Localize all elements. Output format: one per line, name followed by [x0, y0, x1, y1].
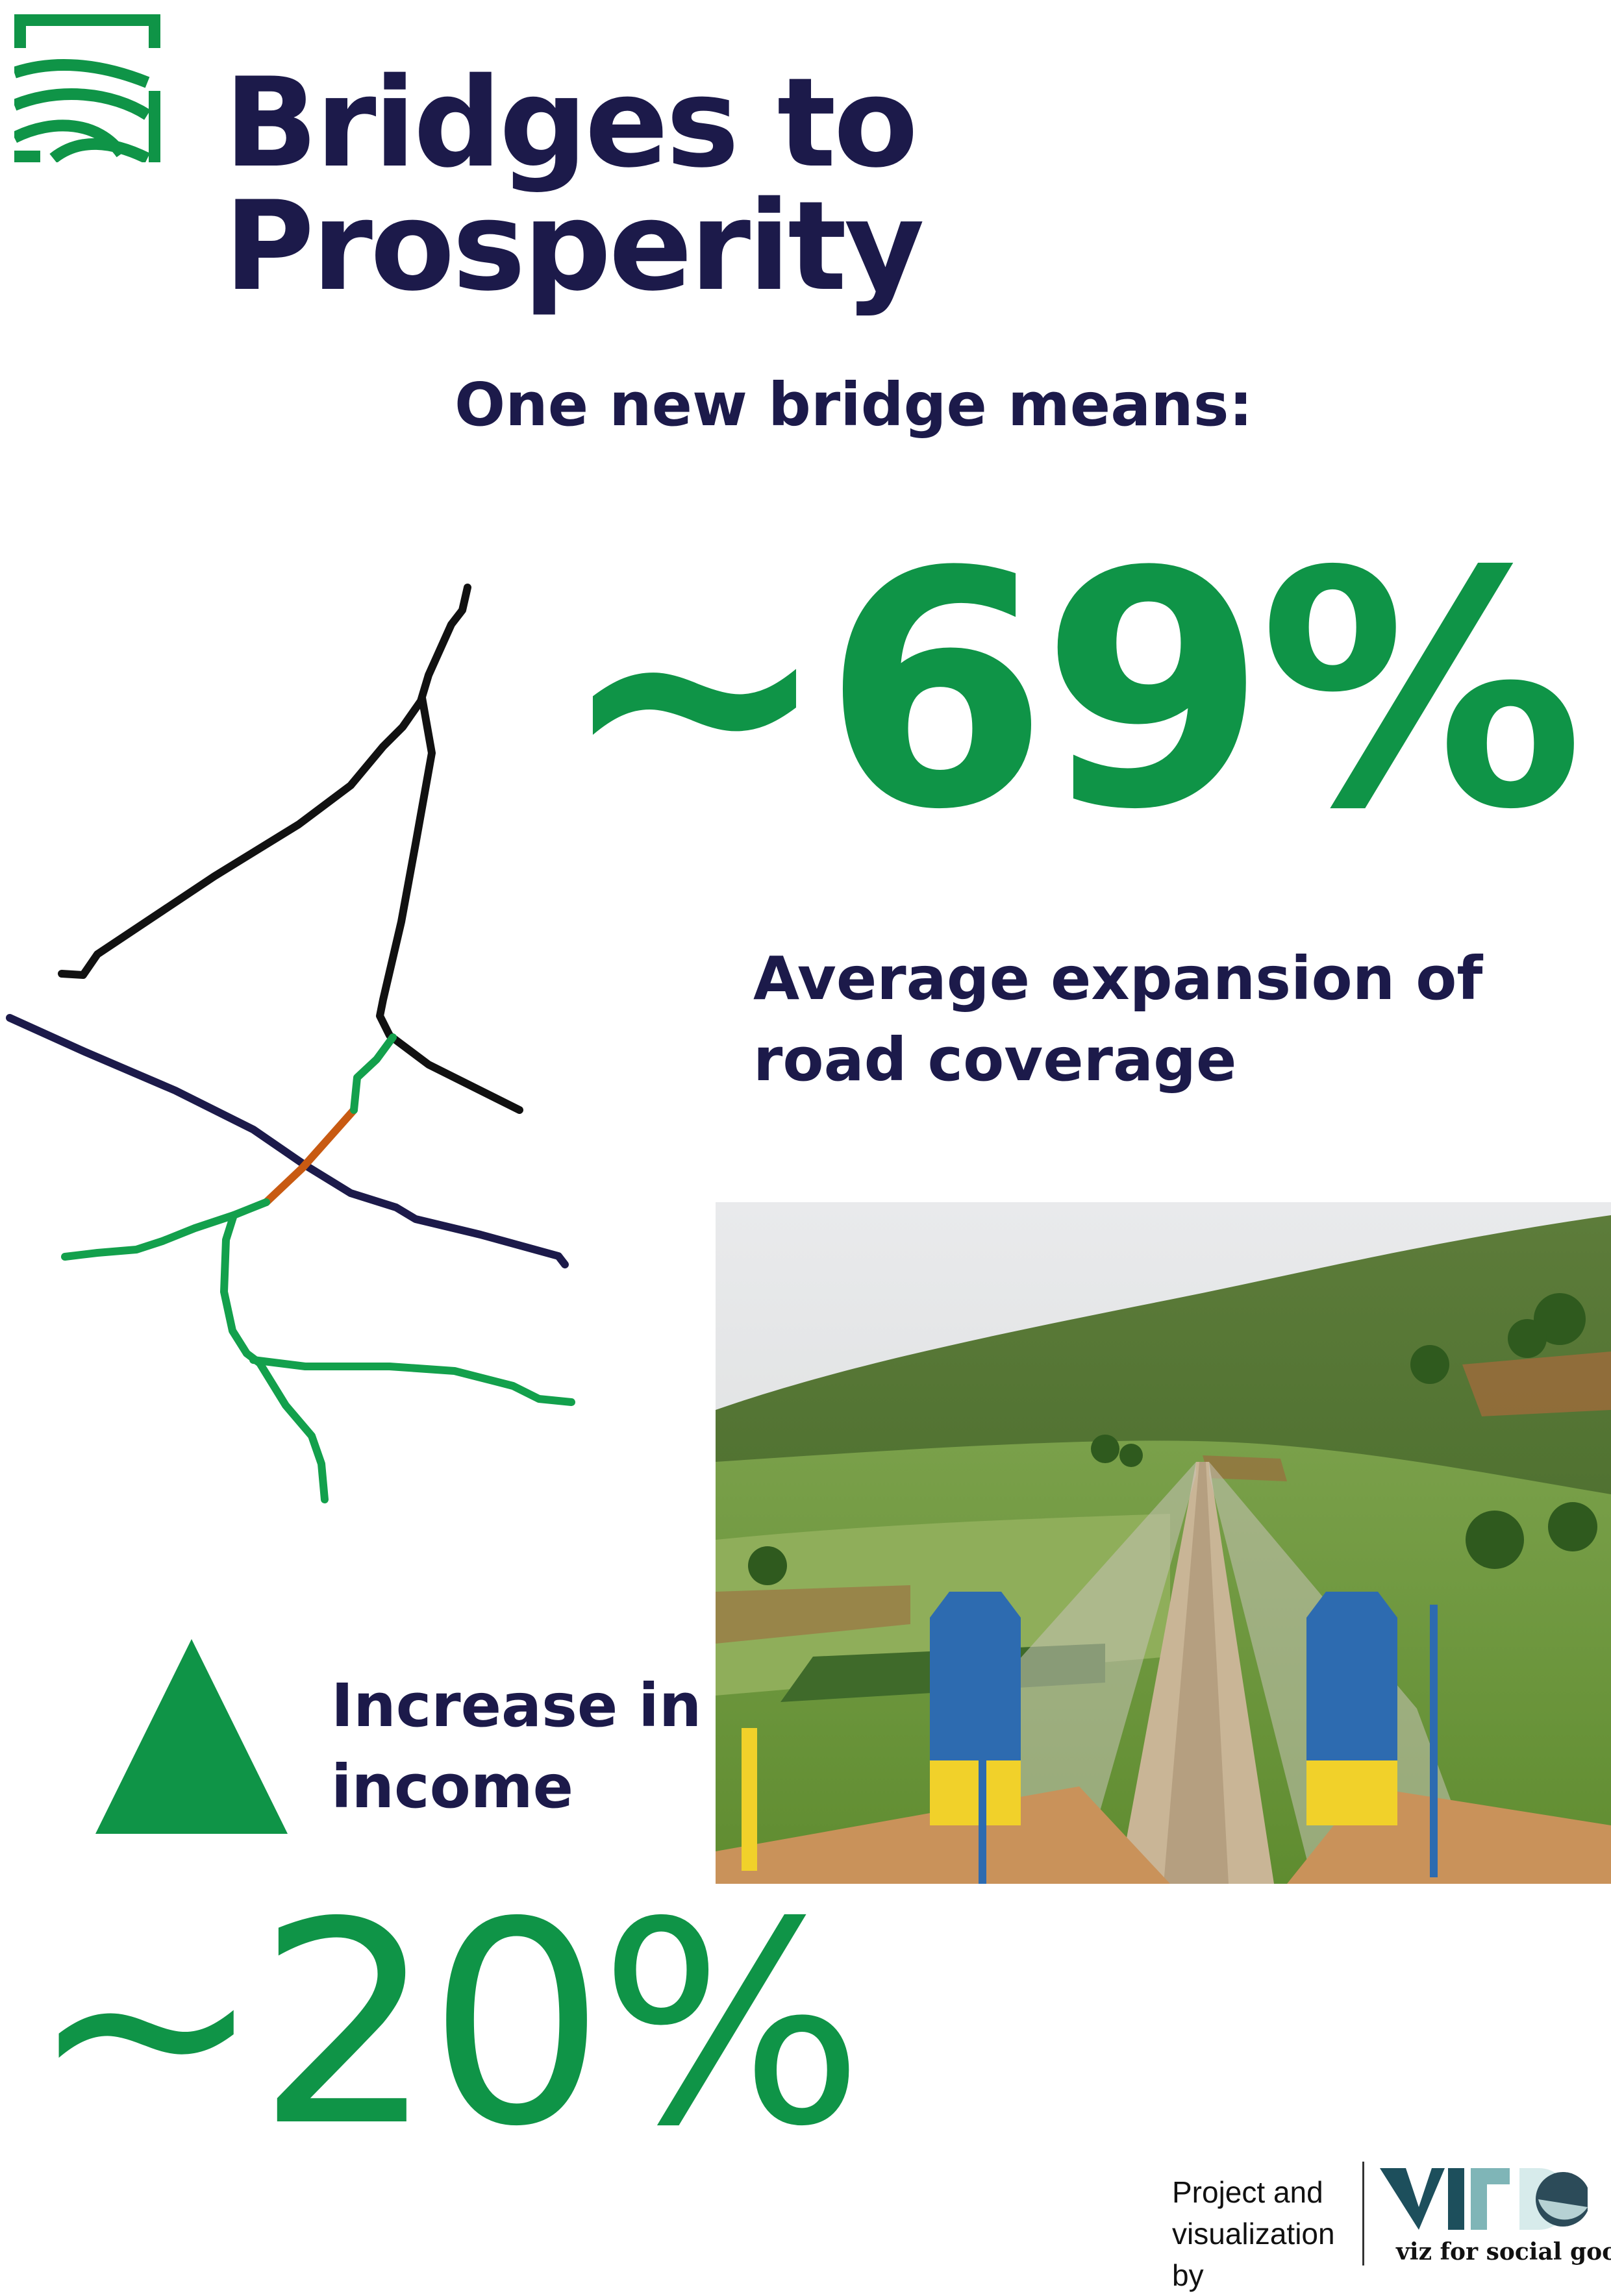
bridges-to-prosperity-logo-icon [14, 14, 160, 162]
brand-title-line-1: Bridges to [224, 51, 918, 195]
road-network-icon [6, 584, 575, 1503]
credit-divider [1362, 2162, 1364, 2265]
income-stat: ~20% [29, 1863, 864, 2188]
brand-title: Bridges to Prosperity [224, 62, 938, 308]
headline: One new bridge means: [455, 370, 1253, 439]
bridge-photo [716, 1202, 1611, 1884]
credit-text: Project and visualization by [1172, 2175, 1335, 2292]
triangle-up-icon [95, 1639, 288, 1834]
brand-title-line-2: Prosperity [224, 175, 925, 318]
viz-for-social-good-caption: viz for social good [1396, 2238, 1611, 2265]
viz-for-social-good-logo-icon [1380, 2168, 1588, 2230]
income-label: Increase in income [331, 1671, 702, 1821]
road-coverage-stat: ~69% [558, 502, 1584, 880]
road-coverage-label: Average expansion of road coverage [753, 944, 1483, 1094]
